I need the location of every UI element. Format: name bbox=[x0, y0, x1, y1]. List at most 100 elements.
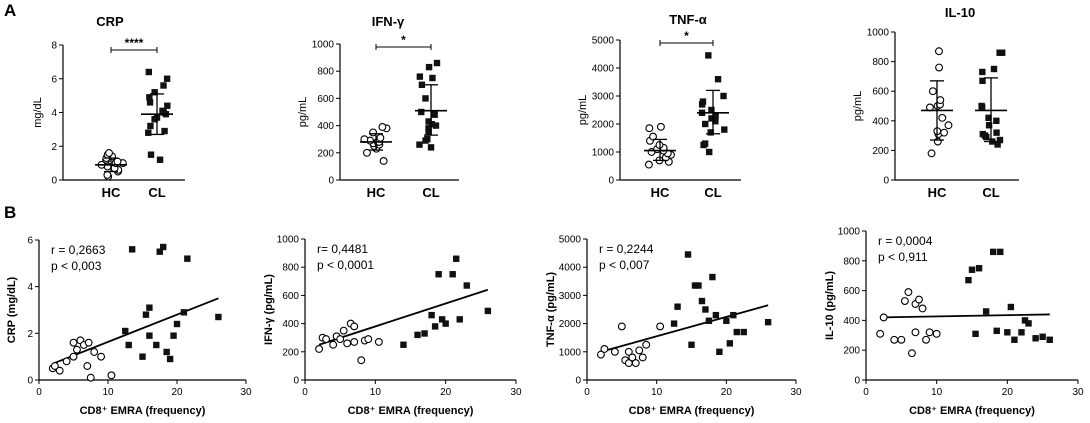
category-label: CL bbox=[148, 185, 165, 200]
data-point-open bbox=[879, 313, 888, 322]
data-point-filled bbox=[1032, 335, 1039, 342]
y-tick-label: 400 bbox=[872, 116, 889, 127]
data-point-filled bbox=[146, 99, 154, 106]
data-point-filled bbox=[723, 317, 730, 324]
data-point-filled bbox=[163, 75, 171, 82]
y-tick-label: 800 bbox=[843, 256, 860, 267]
x-tick-label: 0 bbox=[863, 387, 869, 398]
data-point-filled bbox=[705, 52, 712, 59]
data-point-filled bbox=[173, 320, 181, 328]
data-point-filled bbox=[699, 98, 707, 105]
data-point-open bbox=[378, 123, 387, 131]
group-HC bbox=[921, 47, 953, 158]
data-point-open bbox=[72, 345, 81, 354]
data-point-filled bbox=[156, 248, 163, 255]
data-point-open bbox=[350, 337, 359, 346]
data-point-filled bbox=[442, 320, 449, 327]
data-point-filled bbox=[714, 76, 722, 83]
data-point-filled bbox=[712, 112, 719, 119]
data-point-open bbox=[600, 345, 609, 353]
data-point-filled bbox=[431, 111, 438, 118]
data-point-filled bbox=[708, 106, 715, 114]
data-point-filled bbox=[431, 323, 439, 330]
group-CL bbox=[697, 52, 729, 156]
data-point-filled bbox=[705, 148, 713, 156]
data-point-filled bbox=[425, 118, 432, 125]
x-axis-label: CD8⁺ EMRA (frequency) bbox=[629, 405, 755, 417]
x-tick-label: 0 bbox=[36, 387, 42, 398]
y-tick-label: 1000 bbox=[592, 148, 615, 159]
data-point-filled bbox=[730, 311, 737, 319]
data-point-filled bbox=[721, 126, 728, 133]
y-tick-label: 6 bbox=[51, 74, 57, 85]
data-point-filled bbox=[416, 141, 423, 148]
data-point-filled bbox=[990, 248, 997, 256]
y-tick-label: 0 bbox=[883, 176, 889, 187]
data-point-open bbox=[322, 335, 331, 344]
data-point-open bbox=[935, 63, 944, 72]
category-label: HC bbox=[928, 185, 947, 200]
data-point-filled bbox=[698, 297, 706, 305]
y-tick-label: 200 bbox=[282, 347, 299, 358]
data-point-filled bbox=[122, 327, 129, 335]
series-open bbox=[876, 288, 941, 358]
y-tick-label: 0 bbox=[51, 176, 57, 187]
data-point-filled bbox=[993, 117, 1000, 124]
series-open bbox=[315, 319, 383, 365]
data-point-filled bbox=[400, 341, 407, 348]
data-point-open bbox=[925, 328, 934, 337]
data-point-open bbox=[336, 335, 345, 344]
significance-label: * bbox=[684, 29, 689, 43]
y-tick-label: 400 bbox=[282, 319, 299, 330]
data-point-filled bbox=[142, 311, 150, 318]
x-tick-label: 20 bbox=[721, 387, 733, 398]
data-point-filled bbox=[151, 89, 158, 96]
chart-a1: CRP 0 2 4 6 8 mg/dL HC CL **** bbox=[32, 14, 185, 200]
data-point-open bbox=[350, 322, 359, 331]
y-tick-label: 200 bbox=[317, 148, 334, 159]
data-point-open bbox=[928, 87, 937, 96]
data-point-open bbox=[62, 357, 71, 366]
data-point-filled bbox=[1046, 336, 1053, 343]
data-point-open bbox=[86, 373, 95, 382]
data-point-open bbox=[84, 338, 93, 347]
category-label: HC bbox=[651, 185, 670, 200]
y-tick-label: 2 bbox=[51, 142, 57, 153]
y-tick-label: 0 bbox=[293, 376, 299, 387]
data-point-filled bbox=[1039, 333, 1046, 340]
data-point-filled bbox=[156, 156, 164, 163]
data-point-filled bbox=[720, 92, 727, 100]
data-point-open bbox=[645, 124, 654, 133]
x-tick-label: 30 bbox=[1072, 387, 1084, 398]
data-point-filled bbox=[979, 68, 986, 76]
data-point-filled bbox=[163, 348, 170, 356]
stat-r: r= 0,4481 bbox=[317, 242, 368, 256]
panel-a-letter: A bbox=[4, 1, 16, 20]
data-point-open bbox=[944, 121, 953, 130]
y-axis-label: pg/mL bbox=[297, 97, 309, 128]
data-point-filled bbox=[994, 141, 1001, 148]
y-tick-label: 800 bbox=[872, 57, 889, 68]
data-point-open bbox=[656, 322, 665, 331]
data-point-filled bbox=[979, 130, 987, 138]
group-HC bbox=[95, 149, 127, 181]
data-point-filled bbox=[707, 129, 714, 136]
data-point-filled bbox=[139, 353, 146, 360]
y-tick-label: 2 bbox=[27, 329, 33, 340]
data-point-filled bbox=[1007, 303, 1015, 311]
y-tick-label: 5000 bbox=[559, 235, 582, 246]
x-tick-label: 10 bbox=[931, 387, 943, 398]
data-point-open bbox=[362, 148, 371, 157]
data-point-open bbox=[610, 347, 619, 356]
data-point-filled bbox=[416, 73, 424, 80]
chart-b3: 0 1000 2000 3000 4000 5000 0 10 20 30 CD8⁺ EMRA (f… bbox=[545, 235, 802, 418]
data-point-open bbox=[113, 157, 122, 166]
data-point-filled bbox=[985, 122, 993, 129]
data-point-open bbox=[624, 347, 633, 356]
stat-r: r = 0,2663 bbox=[51, 243, 106, 257]
y-tick-label: 600 bbox=[317, 94, 334, 105]
data-point-filled bbox=[453, 255, 460, 262]
x-tick-label: 30 bbox=[510, 387, 522, 398]
data-point-filled bbox=[997, 248, 1004, 256]
y-tick-label: 400 bbox=[317, 121, 334, 132]
